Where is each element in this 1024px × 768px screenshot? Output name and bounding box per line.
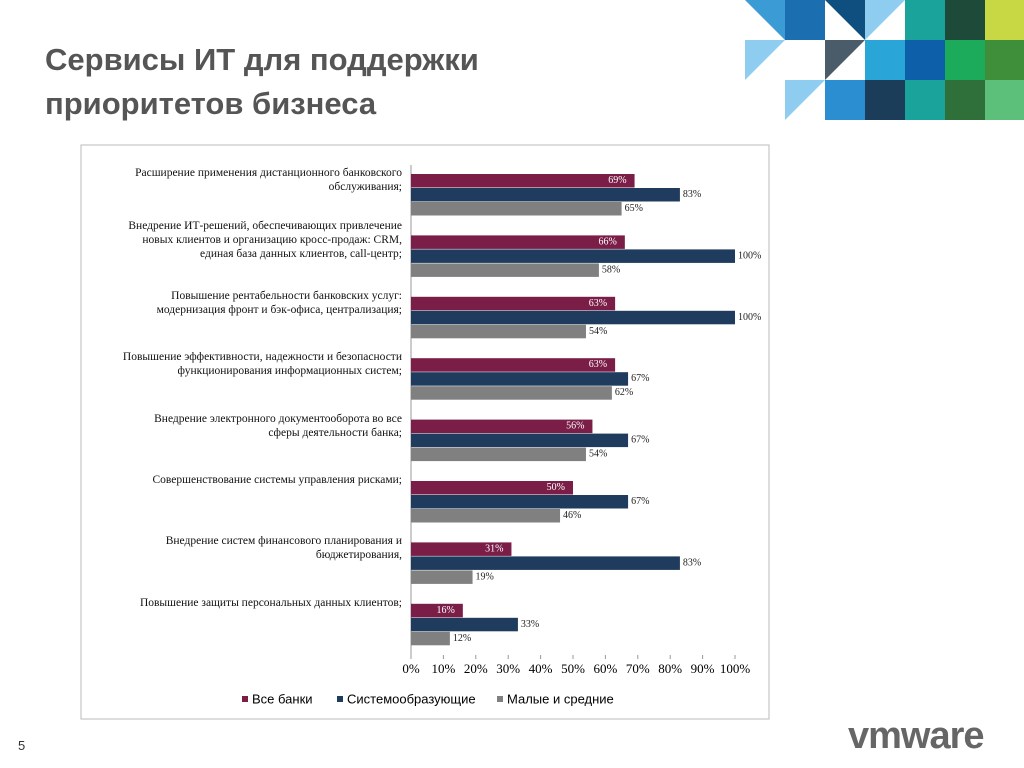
value-label: 31% bbox=[485, 543, 503, 554]
x-tick-label: 0% bbox=[402, 661, 420, 676]
bar bbox=[411, 386, 612, 400]
slide-number: 5 bbox=[18, 738, 26, 753]
bar bbox=[411, 263, 599, 277]
value-label: 67% bbox=[631, 435, 649, 446]
x-tick-label: 30% bbox=[496, 661, 520, 676]
value-label: 33% bbox=[521, 619, 539, 630]
value-label: 16% bbox=[436, 605, 454, 616]
category-label: Внедрение ИТ-решений, обеспечивающих при… bbox=[128, 220, 402, 261]
legend-label: Малые и средние bbox=[507, 691, 614, 706]
bar bbox=[411, 509, 561, 523]
value-label: 66% bbox=[598, 236, 616, 247]
legend-label: Все банки bbox=[252, 691, 313, 706]
bar bbox=[411, 570, 473, 584]
legend-label: Системообразующие bbox=[347, 691, 476, 706]
value-label: 67% bbox=[631, 496, 649, 507]
category-label: Повышение защиты персональных данных кли… bbox=[139, 596, 402, 609]
value-label: 69% bbox=[608, 175, 626, 186]
x-tick-label: 100% bbox=[720, 661, 751, 676]
legend-swatch bbox=[337, 696, 343, 702]
slide-title: Сервисы ИТ для поддержки приоритетов биз… bbox=[45, 42, 479, 121]
bar bbox=[411, 603, 463, 618]
value-label: 19% bbox=[476, 571, 494, 582]
bar bbox=[411, 433, 629, 448]
bar bbox=[411, 174, 635, 188]
bar bbox=[411, 372, 629, 386]
x-tick-label: 70% bbox=[626, 661, 650, 676]
category-label: Внедрение систем финансового планировани… bbox=[165, 535, 402, 562]
bar bbox=[411, 447, 586, 462]
value-label: 58% bbox=[602, 264, 620, 275]
x-tick-label: 20% bbox=[464, 661, 488, 676]
value-label: 12% bbox=[453, 633, 471, 644]
value-label: 50% bbox=[547, 482, 565, 493]
x-tick-label: 40% bbox=[529, 661, 553, 676]
bar bbox=[411, 481, 573, 495]
bar bbox=[411, 495, 629, 509]
value-label: 54% bbox=[589, 449, 607, 460]
x-tick-label: 10% bbox=[431, 661, 455, 676]
category-label: Повышение эффективности, надежности и бе… bbox=[122, 351, 402, 378]
bar bbox=[411, 296, 616, 311]
value-label: 54% bbox=[589, 326, 607, 337]
x-tick-label: 90% bbox=[691, 661, 715, 676]
value-label: 46% bbox=[563, 510, 581, 521]
value-label: 62% bbox=[615, 387, 633, 398]
logo: vmware bbox=[848, 715, 985, 757]
bar bbox=[411, 202, 622, 216]
chart-frame bbox=[80, 144, 770, 720]
x-tick-label: 50% bbox=[561, 661, 585, 676]
decor bbox=[745, 0, 1024, 120]
legend-swatch bbox=[242, 696, 248, 702]
bar bbox=[411, 188, 680, 202]
value-label: 67% bbox=[631, 373, 649, 384]
legend-swatch bbox=[497, 696, 503, 702]
bar bbox=[411, 324, 586, 339]
value-label: 63% bbox=[589, 359, 607, 370]
bar bbox=[411, 419, 593, 434]
category-label: Совершенствование системы управления рис… bbox=[152, 474, 402, 486]
value-label: 65% bbox=[625, 203, 643, 214]
value-label: 83% bbox=[683, 189, 701, 200]
category-label: Повышение рентабельности банковских услу… bbox=[156, 289, 402, 316]
bar bbox=[411, 542, 512, 556]
category-label: Расширение применения дистанционного бан… bbox=[135, 167, 402, 193]
value-label: 56% bbox=[566, 421, 584, 432]
bar bbox=[411, 617, 518, 632]
bar bbox=[411, 310, 735, 325]
value-label: 100% bbox=[738, 250, 761, 261]
bar bbox=[411, 358, 616, 372]
x-tick-label: 80% bbox=[658, 661, 682, 676]
value-label: 63% bbox=[589, 298, 607, 309]
bar bbox=[411, 249, 735, 263]
bar bbox=[411, 556, 680, 570]
value-label: 100% bbox=[738, 312, 761, 323]
x-tick-label: 60% bbox=[593, 661, 617, 676]
category-label: Внедрение электронного документооборота … bbox=[154, 412, 402, 439]
bar bbox=[411, 631, 450, 646]
bar bbox=[411, 235, 625, 249]
value-label: 83% bbox=[683, 557, 701, 568]
